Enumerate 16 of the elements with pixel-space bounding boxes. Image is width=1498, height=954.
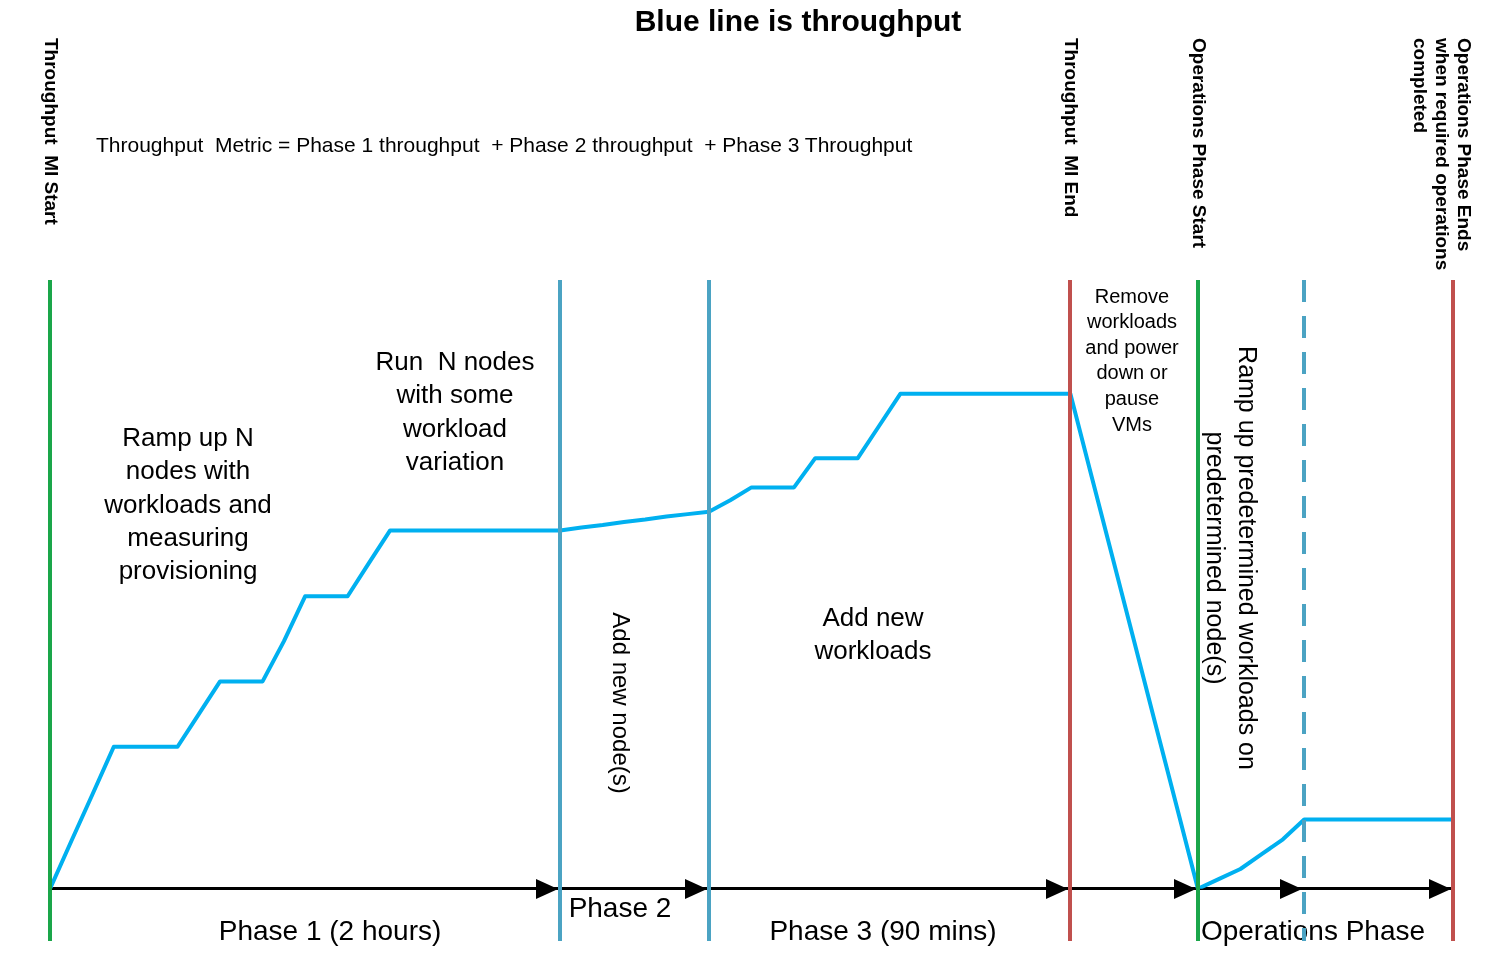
text: Operations Phase Ends when required operations completed <box>1409 37 1475 271</box>
text: Operations Phase Start <box>1188 38 1210 249</box>
annotation: Add new node(s) <box>608 612 636 794</box>
annotation: Ramp up N nodes with workloads and measuring provisioning <box>103 422 272 586</box>
text: Throughput Metric = Phase 1 throughput + Phase 2 throughput + Phase 3 Throughput <box>96 132 913 156</box>
text: Throughput MI End <box>1061 38 1083 218</box>
annotation: Remove workloads and power down or pause VMs <box>1085 284 1180 435</box>
text: Phase 1 (2 hours) <box>218 914 442 946</box>
text: Phase 3 (90 mins) <box>769 914 997 946</box>
text: Throughput MI Start <box>40 38 62 226</box>
annotation: Ramp up predetermined workloads on predetermined node(s) <box>1202 346 1263 770</box>
chart-title: Blue line is throughput <box>634 4 962 38</box>
text: Phase 2 <box>568 891 672 923</box>
text: Operations Phase <box>1200 914 1426 946</box>
annotation: Add new workloads <box>813 602 932 666</box>
annotation: Run N nodes with some workload variation <box>375 346 535 477</box>
